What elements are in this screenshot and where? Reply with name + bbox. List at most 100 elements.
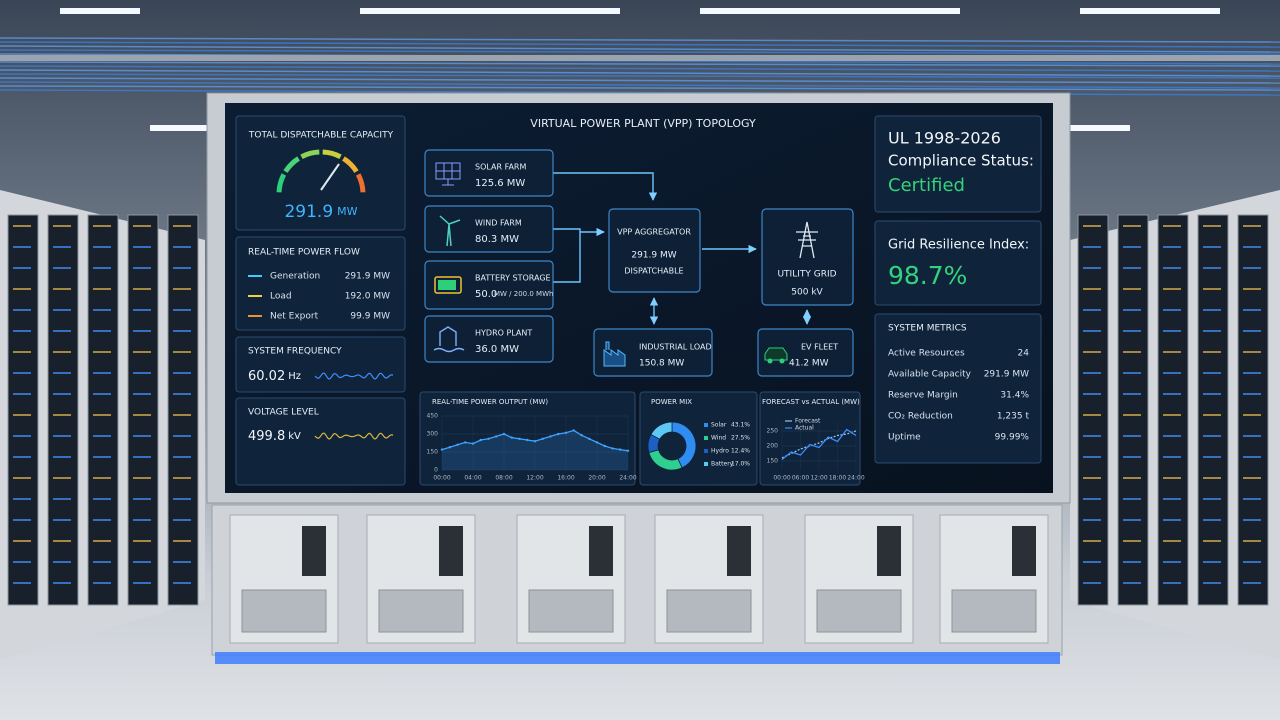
x-tick-label: 04:00: [464, 475, 481, 482]
panel: [874, 313, 1042, 464]
rack-led: [1163, 477, 1181, 479]
y-tick-label: 200: [767, 443, 779, 450]
cable: [0, 37, 1280, 43]
rack-led: [1243, 267, 1261, 269]
vent: [666, 589, 752, 633]
rack-led: [1083, 519, 1101, 521]
node-label: VPP AGGREGATOR: [617, 228, 691, 237]
rack-led: [1203, 267, 1221, 269]
x-tick-label: 06:00: [792, 475, 809, 482]
rack-led: [133, 456, 151, 458]
rack-led: [1163, 330, 1181, 332]
rack-led: [13, 288, 31, 290]
meter-value: 60.02 Hz: [248, 369, 301, 384]
value-label: 43.1%: [731, 422, 750, 429]
rack-led: [1243, 519, 1261, 521]
rack-led: [1123, 351, 1141, 353]
rack-led: [93, 351, 111, 353]
flow-value: 99.9 MW: [350, 312, 390, 322]
rack-led: [1083, 498, 1101, 500]
compliance-standard: UL 1998-2026: [888, 129, 1001, 148]
rack-led: [1203, 393, 1221, 395]
rack-led: [53, 267, 71, 269]
rack-led: [133, 225, 151, 227]
y-tick-label: 150: [767, 458, 779, 465]
node-detail: MW / 200.0 MWh: [494, 290, 553, 298]
node-value: 150.8 MW: [639, 359, 684, 369]
point: [471, 442, 475, 445]
rack-led: [1123, 540, 1141, 542]
vent: [378, 589, 464, 633]
point: [533, 440, 537, 443]
flow-value: 291.9 MW: [345, 272, 390, 282]
gauge-arc: [300, 149, 320, 160]
gauge-needle: [320, 163, 340, 191]
rack-led: [173, 330, 191, 332]
icon: [779, 358, 785, 364]
rack-led: [53, 393, 71, 395]
rack-led: [1123, 330, 1141, 332]
rack-led: [1203, 582, 1221, 584]
node-value: 36.0 MW: [475, 344, 519, 355]
control-panel: [302, 526, 326, 576]
rack-led: [1123, 288, 1141, 290]
rack-led: [1123, 498, 1141, 500]
point: [549, 435, 552, 438]
rack-led: [1203, 351, 1221, 353]
point: [510, 436, 513, 439]
rack-led: [1243, 414, 1261, 416]
rack-led: [53, 519, 71, 521]
rack-led: [13, 561, 31, 563]
rack-led: [133, 309, 151, 311]
y-tick-label: 0: [434, 467, 438, 474]
rack-led: [1123, 393, 1141, 395]
rack-led: [173, 540, 191, 542]
rack-led: [13, 498, 31, 500]
metric-label: Active Resources: [888, 349, 965, 359]
rack-door: [1157, 214, 1189, 606]
x-tick-label: 08:00: [495, 475, 512, 482]
point: [572, 429, 575, 432]
rack-led: [93, 267, 111, 269]
rack-led: [1203, 330, 1221, 332]
point: [626, 449, 630, 452]
value-label: 17.0%: [731, 461, 750, 468]
rack-led: [1243, 225, 1261, 227]
capacity-number: 291.9: [284, 202, 333, 222]
rack-led: [133, 540, 151, 542]
point: [440, 448, 444, 451]
rack-door: [7, 214, 39, 606]
metric-value: 1,235 t: [997, 412, 1030, 422]
rack-led: [13, 393, 31, 395]
ceiling-light: [1080, 8, 1220, 14]
value-label: 27.5%: [731, 435, 750, 442]
rack-led: [1243, 435, 1261, 437]
line: [781, 428, 857, 461]
area: [442, 430, 628, 470]
rack-led: [1123, 456, 1141, 458]
vent: [528, 589, 614, 633]
node-box: [757, 328, 854, 377]
rack-led: [1083, 435, 1101, 437]
icon: [436, 163, 460, 186]
rack-led: [1163, 498, 1181, 500]
legend-swatch: [704, 423, 708, 427]
rack-led: [13, 456, 31, 458]
rack-led: [1243, 582, 1261, 584]
y-tick-label: 250: [767, 428, 779, 435]
rack-door: [87, 214, 119, 606]
rack-led: [93, 477, 111, 479]
point: [595, 441, 599, 444]
metric-label: Uptime: [888, 433, 921, 443]
rack-led: [13, 246, 31, 248]
point: [611, 447, 614, 450]
metric-label: CO₂ Reduction: [888, 412, 953, 422]
rack-led: [1123, 519, 1141, 521]
rack-led: [1203, 288, 1221, 290]
rack-led: [53, 582, 71, 584]
rack-led: [93, 414, 111, 416]
point: [518, 437, 521, 440]
meter-number: 60.02: [248, 369, 285, 384]
gauge-arc: [283, 156, 300, 173]
ceiling-light: [150, 125, 210, 131]
